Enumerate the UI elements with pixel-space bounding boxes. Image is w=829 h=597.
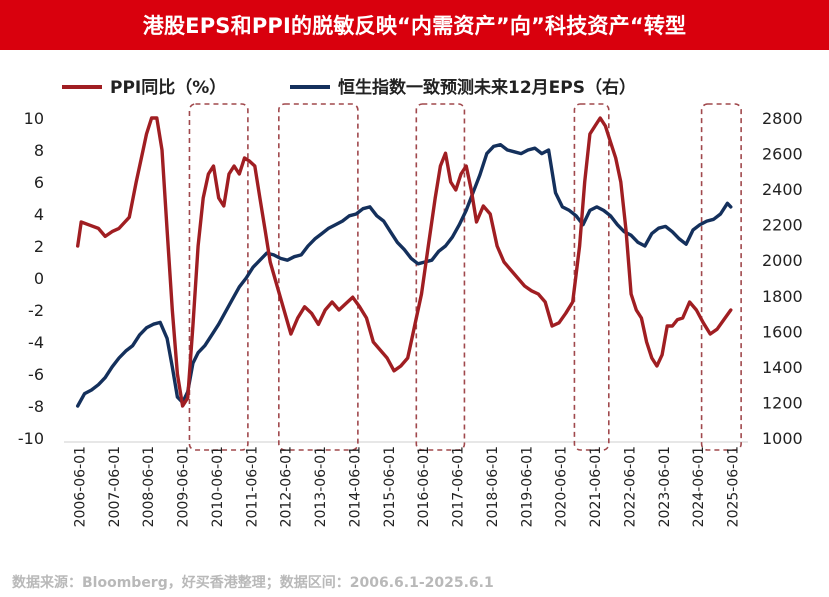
x-tick-label: 2012-06-01 (279, 446, 295, 527)
left-tick-label: -6 (28, 365, 44, 384)
x-tick-label: 2020-06-01 (554, 446, 570, 527)
x-tick-label: 2007-06-01 (107, 446, 123, 527)
chart-area: PPI同比（%） 恒生指数一致预测未来12月EPS（右） 10 8 6 4 2 0 -2 -4 -… (18, 77, 803, 527)
left-tick-label: 2 (34, 237, 44, 256)
left-tick-label: -10 (18, 429, 44, 448)
left-tick-label: 6 (34, 173, 44, 192)
left-axis-ticks: 10 8 6 4 2 0 -2 -4 -6 -8 -10 (18, 109, 44, 448)
chart-title: 港股EPS和PPI的脱敏反映“内需资产”向”科技资产“转型 (0, 0, 829, 50)
highlight-box (415, 103, 466, 451)
right-tick-label: 2800 (762, 109, 803, 128)
left-tick-label: 4 (34, 205, 44, 224)
x-tick-label: 2014-06-01 (347, 446, 363, 527)
series-lines (75, 116, 733, 408)
x-tick-label: 2019-06-01 (519, 446, 535, 527)
x-tick-label: 2011-06-01 (244, 446, 260, 527)
series-line-ppi (75, 116, 733, 408)
left-tick-label: 0 (34, 269, 44, 288)
x-tick-label: 2016-06-01 (416, 446, 432, 527)
x-tick-label: 2018-06-01 (485, 446, 501, 527)
highlight-box (278, 103, 359, 451)
x-tick-label: 2006-06-01 (73, 446, 89, 527)
x-tick-label: 2021-06-01 (588, 446, 604, 527)
x-tick-label: 2022-06-01 (622, 446, 638, 527)
right-tick-label: 1400 (762, 358, 803, 377)
right-tick-label: 1000 (762, 429, 803, 448)
left-tick-label: -8 (28, 397, 44, 416)
x-tick-label: 2025-06-01 (726, 446, 742, 527)
x-tick-label: 2008-06-01 (141, 446, 157, 527)
highlight-box (573, 103, 610, 451)
legend: PPI同比（%） 恒生指数一致预测未来12月EPS（右） (62, 77, 636, 98)
right-tick-label: 1200 (762, 393, 803, 412)
x-tick-label: 2023-06-01 (657, 446, 673, 527)
legend-eps-label: 恒生指数一致预测未来12月EPS（右） (338, 77, 636, 98)
right-tick-label: 2600 (762, 145, 803, 164)
highlight-box (188, 103, 249, 451)
right-tick-label: 2000 (762, 251, 803, 270)
highlight-boxes (188, 103, 742, 451)
left-tick-label: -2 (28, 301, 44, 320)
right-tick-label: 1800 (762, 287, 803, 306)
x-tick-label: 2013-06-01 (313, 446, 329, 527)
legend-ppi-label: PPI同比（%） (110, 77, 226, 98)
left-tick-label: 10 (24, 109, 44, 128)
highlight-box (700, 103, 742, 451)
left-tick-label: 8 (34, 141, 44, 160)
x-tick-label: 2009-06-01 (176, 446, 192, 527)
x-tick-label: 2015-06-01 (382, 446, 398, 527)
source-note: 数据来源：Bloomberg，好买香港整理；数据区间：2006.6.1-2025… (12, 575, 494, 591)
right-axis-ticks: 2800 2600 2400 2200 2000 1800 1600 1400 1200 1000 (762, 109, 803, 448)
x-tick-label: 2017-06-01 (451, 446, 467, 527)
right-tick-label: 2400 (762, 180, 803, 199)
right-tick-label: 1600 (762, 322, 803, 341)
right-tick-label: 2200 (762, 216, 803, 235)
x-tick-label: 2024-06-01 (691, 446, 707, 527)
left-tick-label: -4 (28, 333, 44, 352)
x-axis-ticks: 2006-06-01 2007-06-01 2008-06-01 2009-06-01… (73, 446, 742, 527)
x-tick-label: 2010-06-01 (210, 446, 226, 527)
